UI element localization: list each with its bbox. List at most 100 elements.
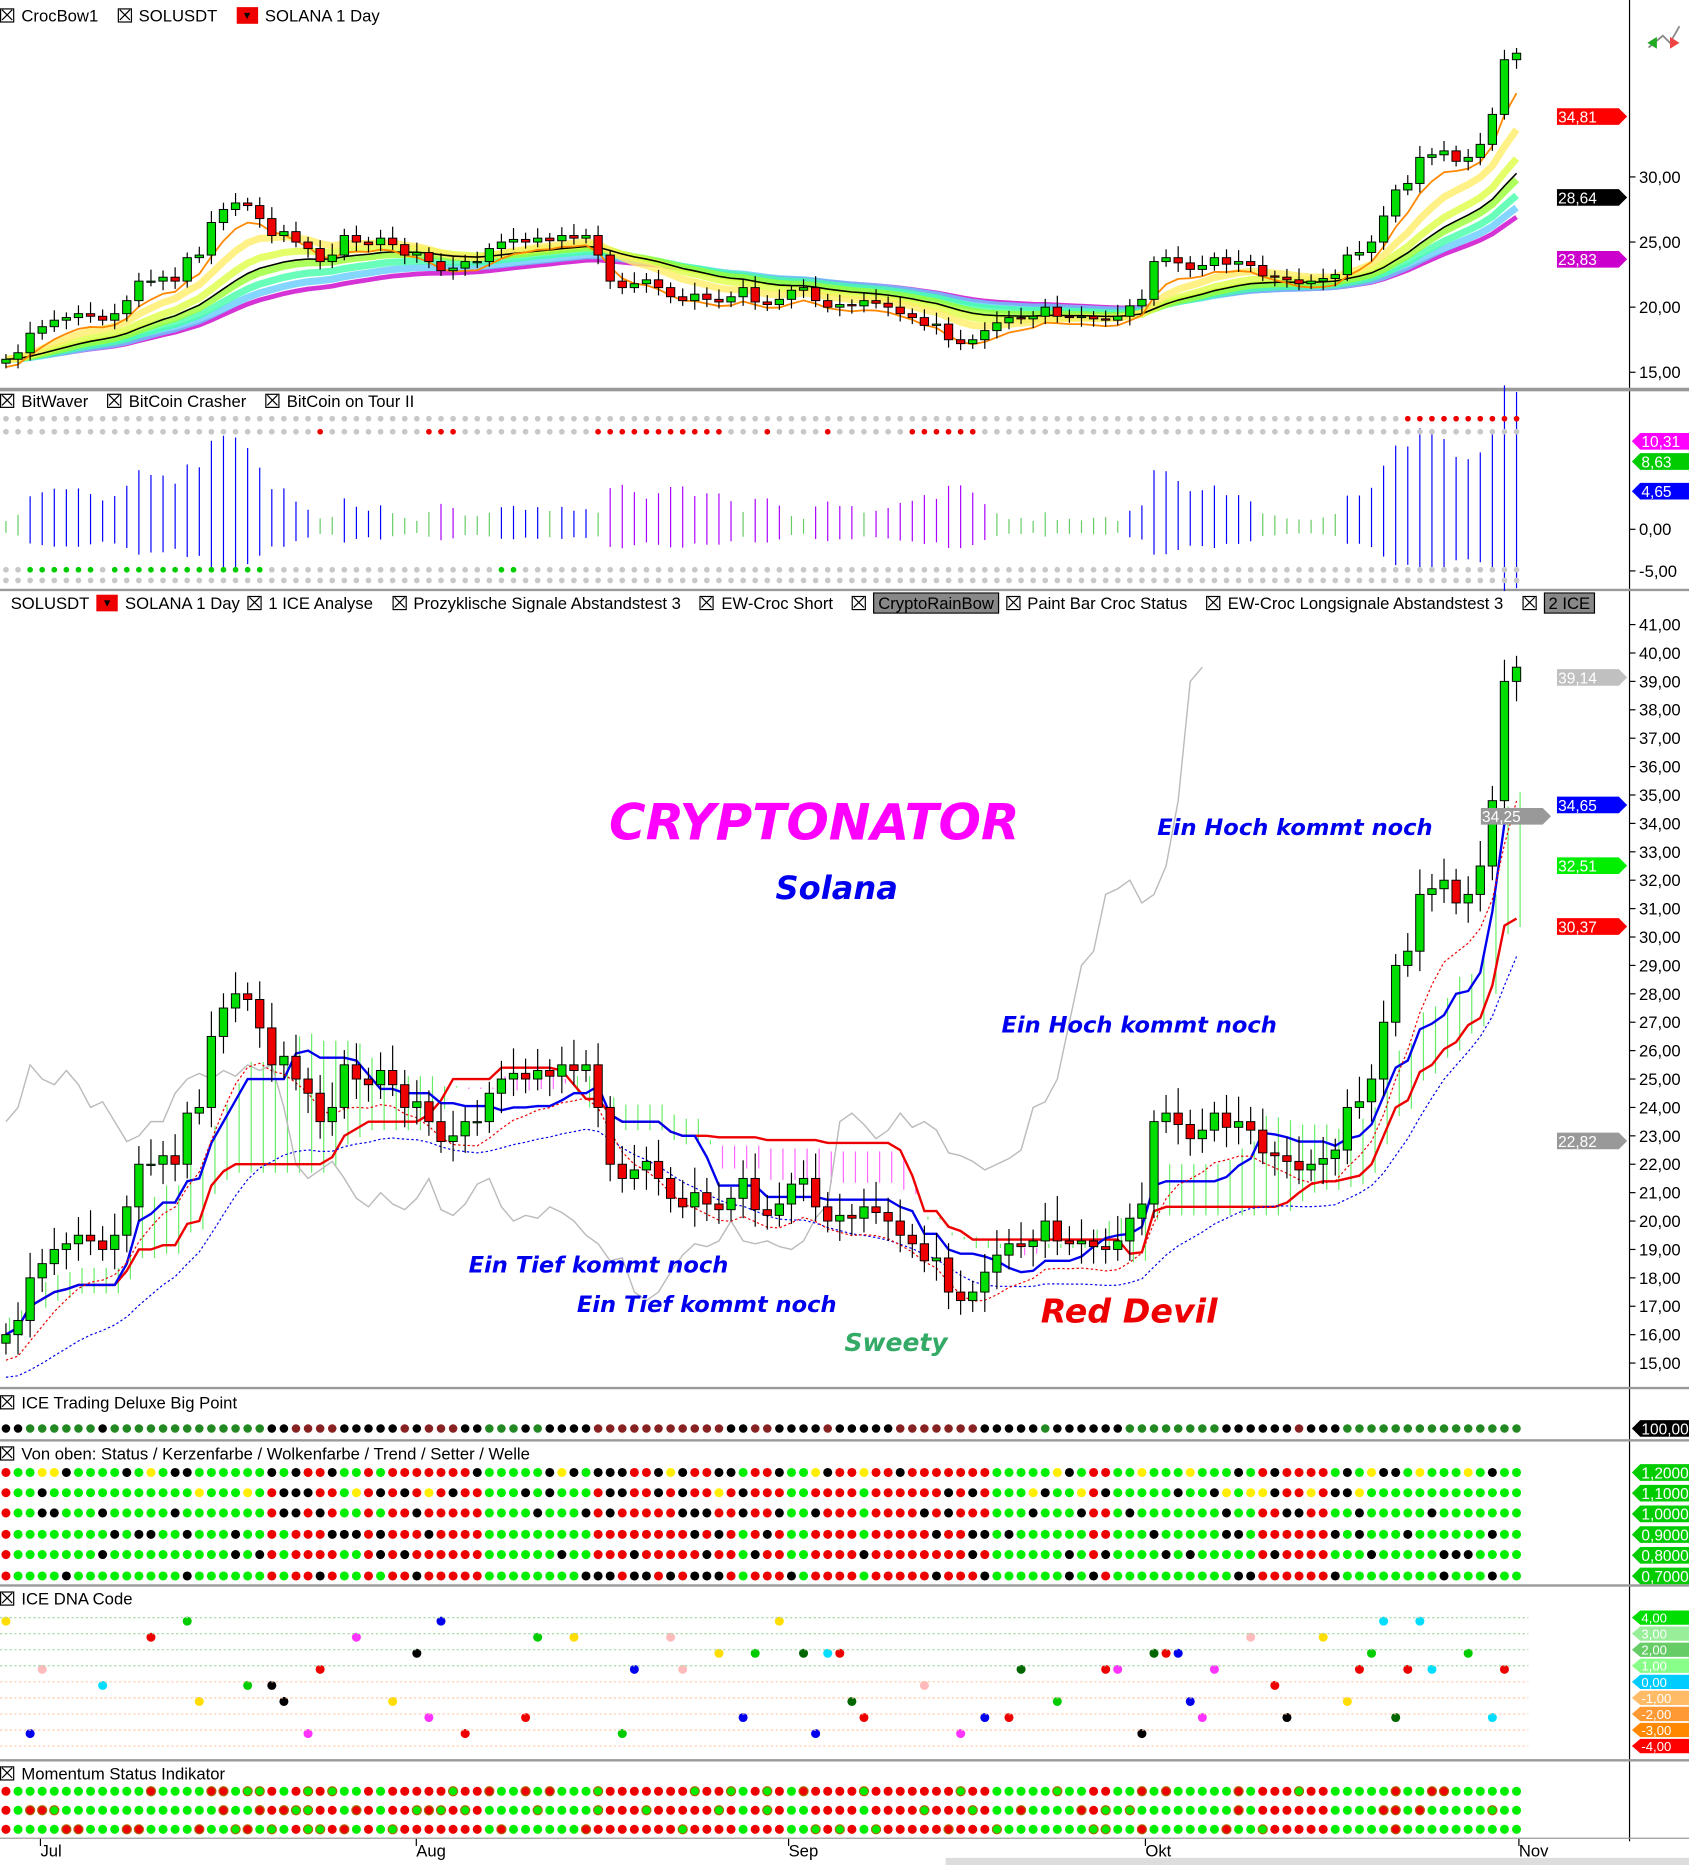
status-dot bbox=[170, 1508, 180, 1518]
dna-dot bbox=[835, 1648, 845, 1658]
close-icon[interactable] bbox=[391, 595, 407, 611]
indicator-2-ice[interactable]: 2 ICE bbox=[1543, 592, 1595, 614]
indicator-bitcoin-on-tour[interactable]: BitCoin on Tour II bbox=[286, 391, 415, 411]
close-icon[interactable] bbox=[852, 595, 867, 611]
axis-label: 34,00 bbox=[1639, 814, 1681, 833]
indicator-paint-bar-croc[interactable]: Paint Bar Croc Status bbox=[1027, 593, 1188, 613]
dropdown-icon[interactable]: ▼ bbox=[96, 594, 118, 612]
signal-dot bbox=[740, 415, 746, 422]
signal-dot bbox=[691, 577, 698, 584]
close-icon[interactable] bbox=[265, 393, 280, 408]
symbol-label[interactable]: SOLUSDT bbox=[10, 593, 90, 613]
candle bbox=[146, 280, 156, 283]
indicator-ice-analyse[interactable]: 1 ICE Analyse bbox=[268, 593, 373, 613]
close-icon[interactable] bbox=[246, 595, 262, 611]
candle bbox=[1088, 1240, 1099, 1248]
close-icon[interactable] bbox=[0, 1395, 15, 1410]
close-icon[interactable] bbox=[699, 595, 715, 611]
status-dot bbox=[363, 1467, 374, 1478]
candle bbox=[931, 323, 942, 326]
candle bbox=[629, 283, 639, 289]
axis-label: 22,00 bbox=[1639, 1155, 1681, 1174]
big-point-dot bbox=[134, 1424, 144, 1433]
momentum-dot bbox=[968, 1786, 978, 1796]
momentum-dot bbox=[883, 1824, 893, 1834]
status-dot bbox=[170, 1550, 180, 1560]
indicator-cryptorainbow[interactable]: CryptoRainBow bbox=[873, 592, 999, 614]
status-dot bbox=[267, 1550, 277, 1560]
indicator-ew-croc-short[interactable]: EW-Croc Short bbox=[721, 593, 834, 613]
big-point-dot bbox=[1185, 1424, 1195, 1433]
status-dot bbox=[557, 1488, 567, 1498]
indicator-ew-croc-long[interactable]: EW-Croc Longsignale Abstandstest 3 bbox=[1227, 593, 1504, 613]
signal-dot bbox=[27, 415, 33, 422]
status-dot bbox=[690, 1488, 700, 1498]
status-dot bbox=[1258, 1488, 1268, 1498]
status-dot bbox=[980, 1508, 990, 1518]
signal-dot bbox=[861, 566, 867, 573]
horizontal-scrollbar[interactable] bbox=[945, 1857, 1689, 1865]
status-dot bbox=[859, 1529, 869, 1539]
close-icon[interactable] bbox=[107, 393, 122, 408]
status-dot bbox=[243, 1550, 253, 1560]
indicator-crocbow[interactable]: CrocBow1 bbox=[21, 5, 99, 25]
status-dot bbox=[992, 1508, 1002, 1518]
close-icon[interactable] bbox=[0, 1446, 15, 1461]
candle bbox=[122, 300, 132, 315]
momentum-dot bbox=[146, 1805, 156, 1815]
candle bbox=[798, 1177, 809, 1185]
status-dot bbox=[895, 1508, 905, 1518]
price-tag bbox=[1631, 453, 1689, 470]
signal-dot bbox=[1417, 577, 1423, 584]
signal-dot bbox=[583, 566, 589, 573]
candle bbox=[1101, 1246, 1111, 1250]
candle bbox=[1088, 315, 1099, 320]
status-dot bbox=[472, 1529, 482, 1539]
signal-dot bbox=[389, 428, 396, 435]
status-dot bbox=[811, 1508, 821, 1518]
symbol-label[interactable]: SOLUSDT bbox=[138, 5, 218, 25]
signal-dot bbox=[619, 415, 626, 422]
close-icon[interactable] bbox=[1206, 595, 1221, 611]
status-dot bbox=[666, 1467, 676, 1478]
signal-dot bbox=[1102, 566, 1109, 573]
x-axis-label: Nov bbox=[1519, 1842, 1549, 1861]
dna-dot bbox=[1427, 1664, 1437, 1674]
status-dot bbox=[1403, 1508, 1413, 1518]
signal-dot bbox=[583, 428, 589, 435]
momentum-dot bbox=[412, 1824, 422, 1834]
signal-dot bbox=[824, 415, 831, 422]
status-dot bbox=[388, 1508, 398, 1518]
close-icon[interactable] bbox=[0, 1766, 15, 1781]
indicator-bitwaver[interactable]: BitWaver bbox=[21, 391, 89, 411]
dropdown-icon[interactable]: ▼ bbox=[236, 7, 258, 24]
dna-dot bbox=[1463, 1648, 1473, 1658]
status-dot bbox=[786, 1508, 796, 1518]
status-dot bbox=[73, 1550, 83, 1560]
indicator-prozyklische-signale[interactable]: Prozyklische Signale Abstandstest 3 bbox=[413, 593, 681, 613]
close-icon[interactable] bbox=[1005, 595, 1021, 611]
momentum-dot bbox=[1294, 1824, 1304, 1834]
status-dot bbox=[267, 1529, 277, 1539]
close-icon[interactable] bbox=[0, 8, 15, 23]
status-dot bbox=[351, 1529, 361, 1539]
status-dot bbox=[1379, 1550, 1389, 1560]
close-icon[interactable] bbox=[0, 1591, 15, 1606]
status-dot bbox=[1499, 1488, 1509, 1498]
momentum-dot bbox=[726, 1805, 736, 1815]
status-dot bbox=[545, 1488, 555, 1498]
signal-dot bbox=[123, 566, 130, 573]
momentum-dot bbox=[617, 1786, 627, 1796]
status-dot bbox=[714, 1488, 724, 1498]
status-dot bbox=[86, 1529, 96, 1539]
close-icon[interactable] bbox=[0, 393, 15, 408]
candle bbox=[919, 1243, 930, 1262]
status-dot bbox=[1379, 1508, 1389, 1518]
close-icon[interactable] bbox=[117, 8, 132, 23]
close-icon[interactable] bbox=[1522, 595, 1537, 611]
indicator-bitcoin-crasher[interactable]: BitCoin Crasher bbox=[128, 391, 247, 411]
status-dot bbox=[255, 1550, 265, 1560]
status-dot bbox=[1234, 1508, 1244, 1518]
status-dot bbox=[412, 1550, 422, 1560]
